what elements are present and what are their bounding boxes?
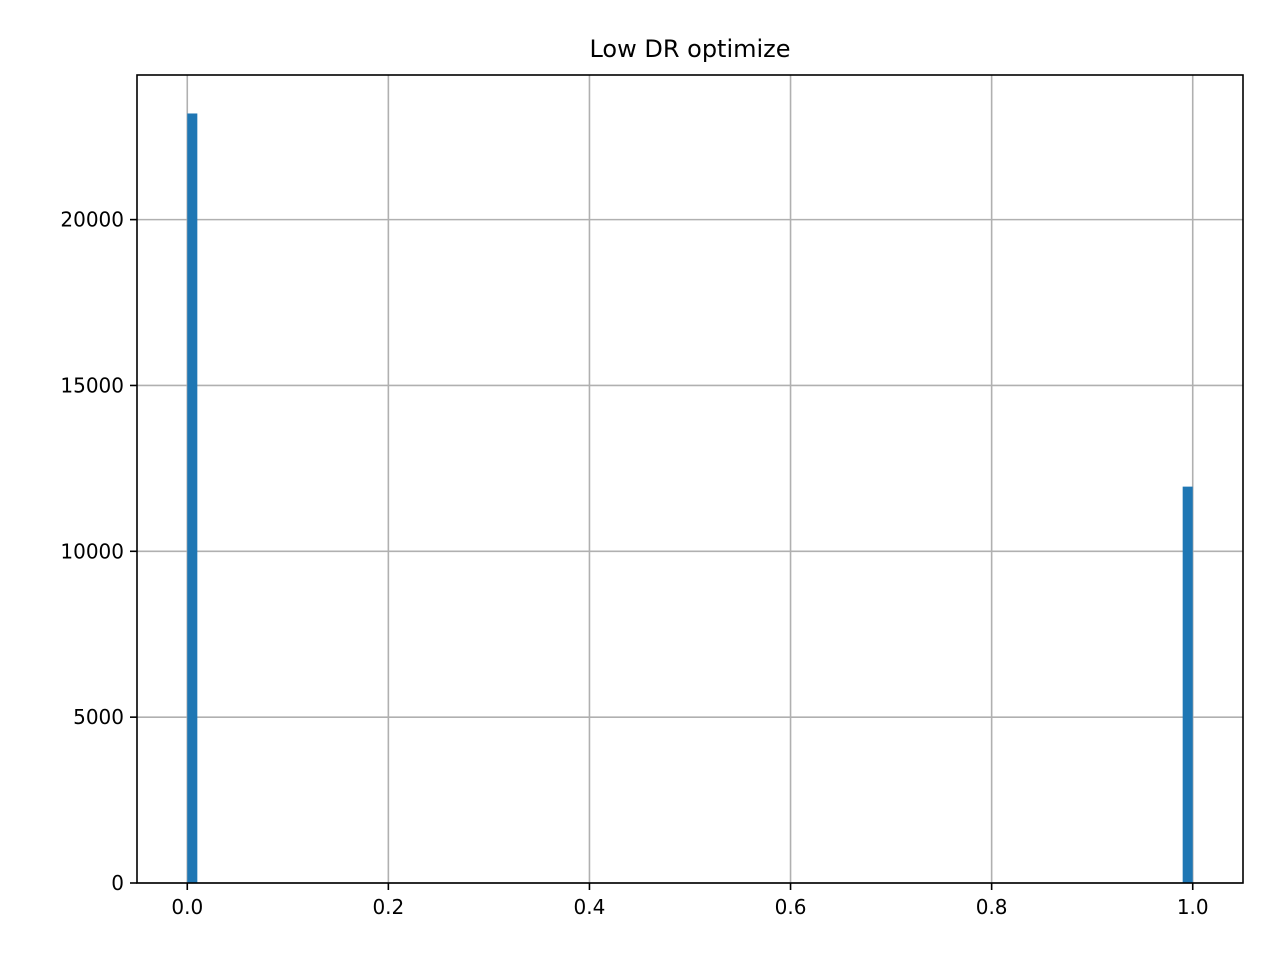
histogram-bar: [1182, 486, 1193, 883]
x-tick-label: 0.6: [775, 895, 807, 919]
y-tick-label: 10000: [60, 539, 124, 563]
y-tick-label: 5000: [73, 705, 124, 729]
y-tick-label: 15000: [60, 373, 124, 397]
x-tick-label: 1.0: [1177, 895, 1209, 919]
x-tick-label: 0.4: [574, 895, 606, 919]
x-tick-label: 0.8: [976, 895, 1008, 919]
y-tick-label: 0: [111, 871, 124, 895]
y-tick-label: 20000: [60, 208, 124, 232]
histogram-bar: [187, 113, 198, 883]
y-axis-ticks: 0 5000 10000 15000 20000: [60, 208, 137, 895]
bars: [187, 113, 1193, 883]
plot-frame: [136, 74, 1244, 884]
x-tick-label: 0.0: [171, 895, 203, 919]
x-tick-label: 0.2: [372, 895, 404, 919]
x-axis-ticks: 0.0 0.2 0.4 0.6 0.8 1.0: [171, 883, 1209, 919]
chart-title: Low DR optimize: [589, 35, 790, 63]
grid-lines: [137, 75, 1243, 884]
